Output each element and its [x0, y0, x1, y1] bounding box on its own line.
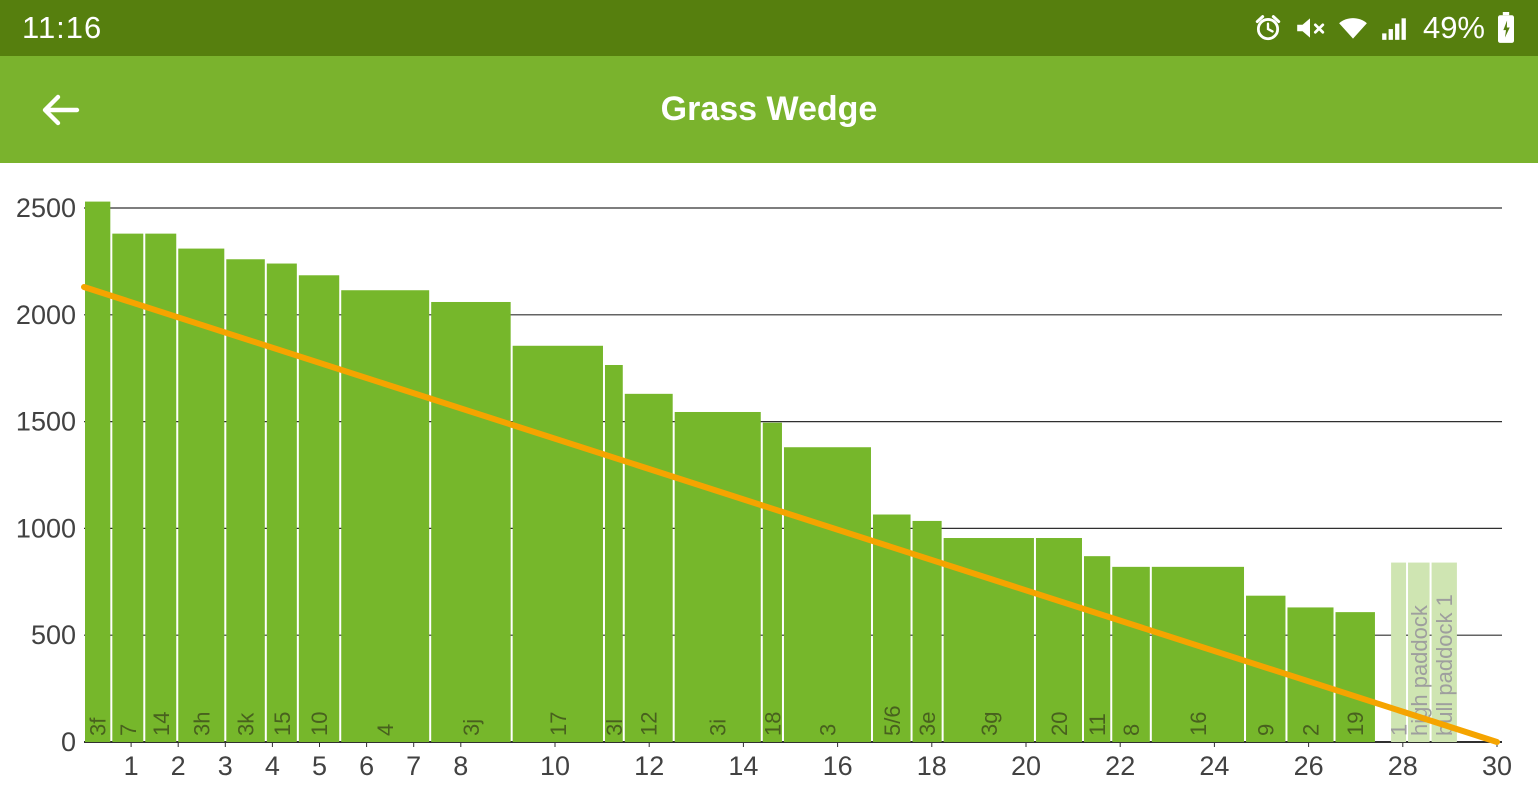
- x-tick-label: 30: [1482, 751, 1512, 781]
- bar-label: 3l: [602, 719, 627, 736]
- grass-wedge-chart[interactable]: 3f 7 14 3h 3k 15 10 4 3j 17 3l 12 3i 18 3 5/6 3e 3g 20 11 8 1…: [0, 163, 1538, 795]
- alarm-icon: [1255, 15, 1281, 41]
- chart-bar[interactable]: [1083, 556, 1111, 742]
- x-tick-label: 5: [312, 751, 327, 781]
- chart-bar[interactable]: [1408, 562, 1430, 742]
- x-tick-label: 10: [540, 751, 570, 781]
- bar-label: 14: [149, 712, 174, 736]
- chart-bar[interactable]: [1391, 562, 1407, 742]
- chart-bar[interactable]: [674, 411, 761, 742]
- x-tick-label: 16: [823, 751, 853, 781]
- status-bar: 11:16 49%: [0, 0, 1538, 57]
- x-tick-label: 12: [634, 751, 664, 781]
- x-tick-label: 22: [1105, 751, 1135, 781]
- x-tick-label: 1: [124, 751, 139, 781]
- wifi-icon: [1339, 18, 1367, 39]
- x-tick-label: 8: [453, 751, 468, 781]
- signal-strength-icon: [1382, 18, 1406, 40]
- bar-label: 2: [1298, 724, 1323, 736]
- bar-label: 3j: [459, 719, 484, 736]
- x-tick-label: 28: [1388, 751, 1418, 781]
- bar-label: 12: [637, 712, 662, 736]
- page-title: Grass Wedge: [660, 90, 878, 129]
- chart-bar[interactable]: [943, 538, 1034, 742]
- chart-bar[interactable]: [624, 393, 673, 742]
- x-tick-label: 3: [218, 751, 233, 781]
- chart-bar[interactable]: [512, 345, 603, 742]
- app-bar: Grass Wedge: [0, 56, 1538, 163]
- y-tick-label: 1500: [16, 407, 76, 437]
- bar-label: 16: [1186, 712, 1211, 736]
- chart-bar[interactable]: [85, 201, 111, 743]
- status-time: 11:16: [22, 10, 103, 46]
- y-tick-label: 500: [31, 620, 76, 650]
- bar-label: 7: [116, 724, 141, 736]
- battery-percent: 49%: [1422, 10, 1485, 46]
- bar-label: 5/6: [880, 705, 905, 736]
- y-tick-label: 1000: [16, 513, 76, 543]
- bar-label: 3f: [86, 717, 111, 736]
- chart-bar[interactable]: [298, 275, 340, 742]
- x-tick-label: 7: [406, 751, 421, 781]
- demand-line: [81, 284, 1500, 745]
- chart-bar[interactable]: [266, 263, 297, 742]
- y-tick-label: 2500: [16, 193, 76, 223]
- bar-label: bull paddock 1: [1432, 594, 1457, 736]
- chart-bar[interactable]: [783, 447, 871, 742]
- mute-icon: [1297, 18, 1325, 38]
- chart-bar[interactable]: [762, 422, 782, 742]
- bar-label: 10: [307, 712, 332, 736]
- bar-label: 3k: [234, 712, 259, 736]
- bar-label: 17: [546, 712, 571, 736]
- bar-label: 20: [1047, 712, 1072, 736]
- x-tick-label: 14: [728, 751, 758, 781]
- bar-label: 8: [1119, 724, 1144, 736]
- chart-bar[interactable]: [112, 233, 144, 742]
- chart-bar[interactable]: [1431, 562, 1457, 742]
- y-tick-label: 0: [61, 727, 76, 757]
- bar-label: 3i: [706, 719, 731, 736]
- bar-label: 3: [815, 724, 840, 736]
- y-tick-label: 2000: [16, 300, 76, 330]
- chart-bar[interactable]: [1035, 538, 1082, 742]
- back-button[interactable]: [34, 86, 84, 134]
- battery-charging-icon: [1498, 12, 1514, 44]
- chart-bar[interactable]: [341, 290, 430, 742]
- bar-label: 15: [270, 712, 295, 736]
- bar-label: 4: [373, 724, 398, 736]
- bar-label: 1: [1387, 724, 1412, 736]
- chart-bar[interactable]: [1335, 612, 1375, 742]
- status-icons: 49%: [1253, 10, 1516, 46]
- bar-label: 9: [1254, 724, 1279, 736]
- chart-area: 3f 7 14 3h 3k 15 10 4 3j 17 3l 12 3i 18 3 5/6 3e 3g 20 11 8 1…: [0, 163, 1538, 800]
- chart-bar[interactable]: [145, 233, 177, 742]
- x-tick-label: 24: [1199, 751, 1229, 781]
- x-tick-label: 6: [359, 751, 374, 781]
- bar-label: 3h: [189, 712, 214, 736]
- x-tick-label: 26: [1294, 751, 1324, 781]
- bar-label: 11: [1085, 713, 1110, 736]
- x-tick-label: 2: [171, 751, 186, 781]
- bar-label: 3e: [915, 712, 940, 736]
- bar-label: 18: [760, 712, 785, 736]
- bar-label: 19: [1343, 712, 1368, 736]
- x-tick-label: 18: [917, 751, 947, 781]
- chart-bar[interactable]: [431, 301, 511, 742]
- chart-bar[interactable]: [604, 364, 623, 742]
- x-tick-label: 4: [265, 751, 280, 781]
- x-tick-label: 20: [1011, 751, 1041, 781]
- chart-bar[interactable]: [1112, 566, 1150, 742]
- bar-label: 3g: [977, 712, 1002, 736]
- back-arrow-icon: [42, 94, 80, 125]
